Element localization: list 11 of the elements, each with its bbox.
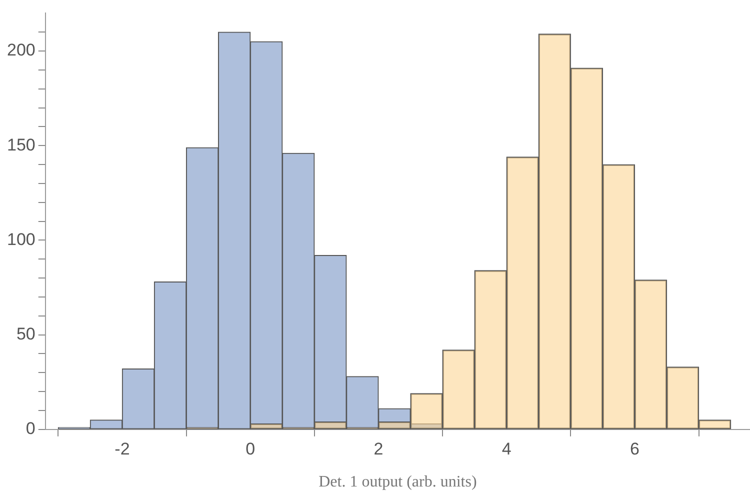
y-tick-label: 100 [6, 230, 36, 249]
y-tick-label: 0 [26, 419, 36, 438]
x-tick-label: 6 [630, 439, 640, 458]
y-tick-label: 50 [16, 324, 36, 344]
x-tick-label: 0 [246, 439, 256, 458]
x-axis-title: Det. 1 output (arb. units) [318, 474, 477, 491]
y-tick-label: 200 [6, 40, 36, 60]
y-tick-label: 150 [6, 135, 36, 154]
x-tick-label: 4 [502, 439, 512, 458]
x-tick-label: 2 [374, 439, 384, 458]
x-tick-label: -2 [114, 439, 130, 458]
